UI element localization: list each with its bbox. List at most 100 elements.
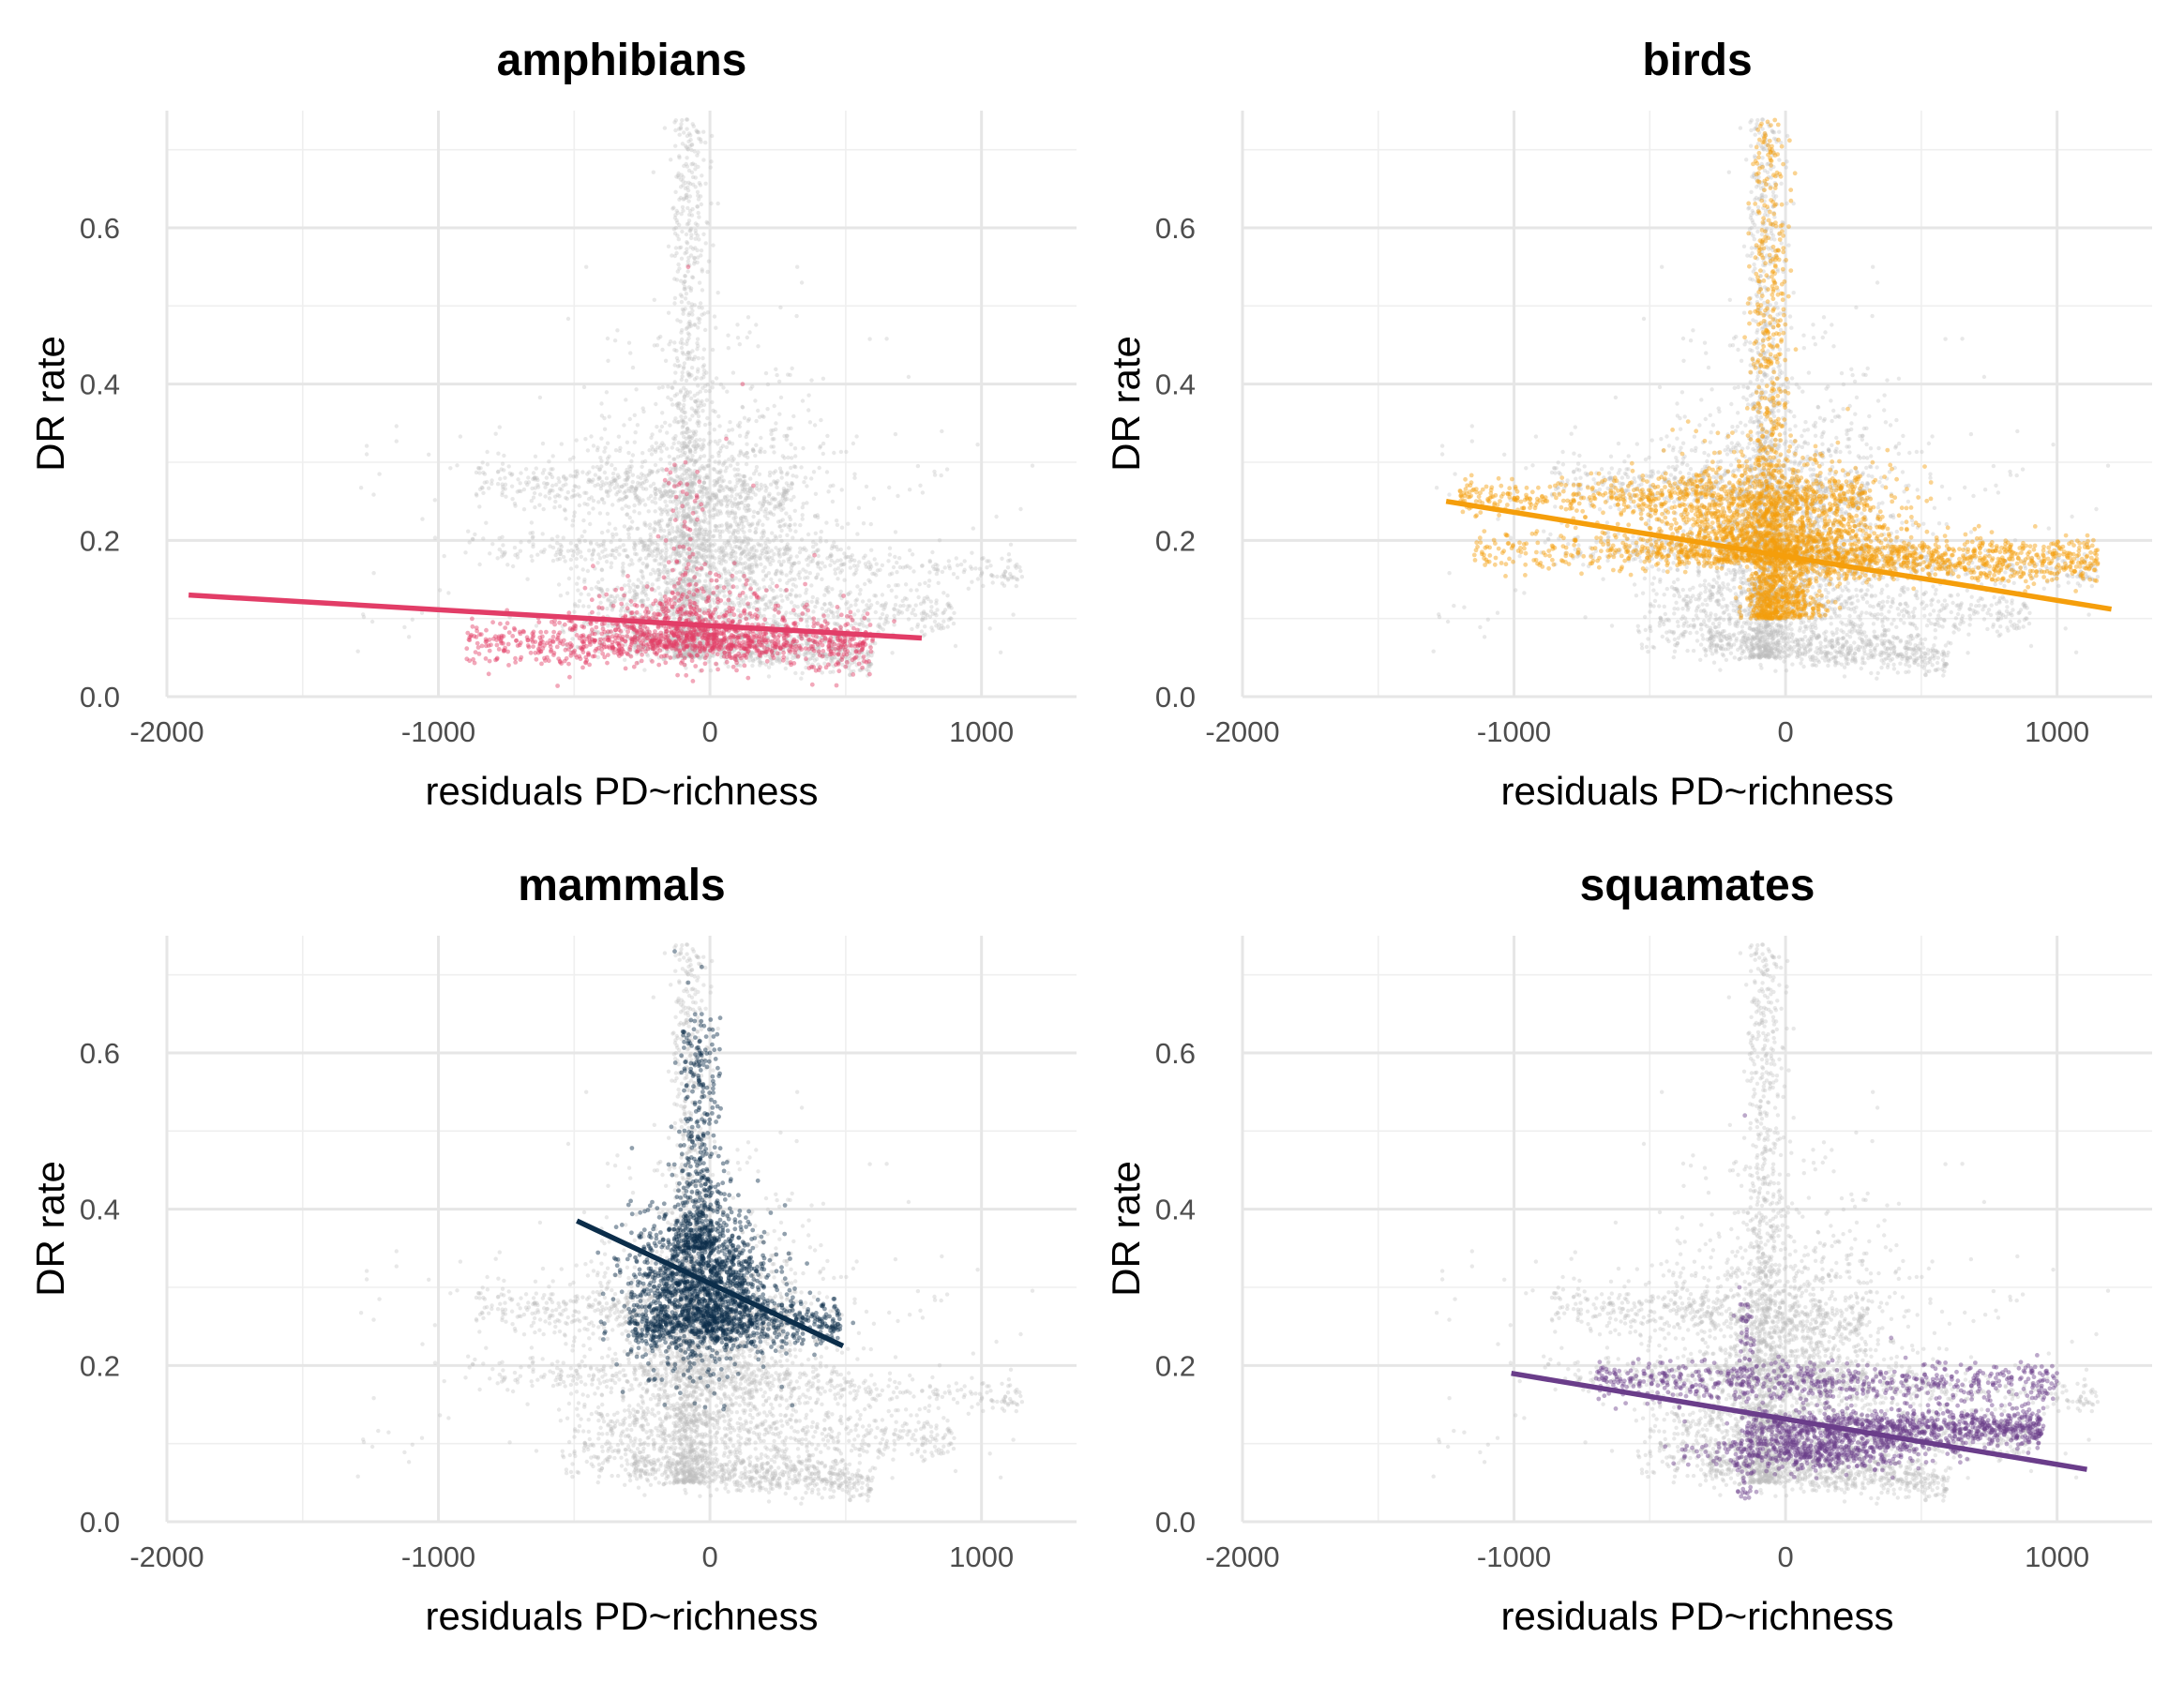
background-point — [675, 526, 679, 530]
background-point — [872, 497, 876, 501]
background-point — [598, 556, 602, 560]
background-point — [690, 454, 694, 458]
background-point — [743, 416, 746, 420]
background-point — [597, 475, 601, 479]
background-point — [730, 494, 733, 498]
background-point — [688, 447, 692, 451]
background-point — [727, 428, 731, 432]
background-point — [548, 472, 551, 475]
background-point — [940, 429, 943, 433]
background-point — [870, 572, 874, 576]
background-point — [649, 572, 653, 576]
background-point — [778, 306, 782, 309]
background-point — [728, 480, 731, 484]
background-point — [908, 548, 911, 552]
background-point — [778, 524, 782, 528]
background-point — [625, 482, 628, 486]
data-point — [551, 635, 556, 639]
background-point — [894, 530, 897, 533]
background-point — [698, 438, 701, 442]
background-point — [697, 321, 700, 324]
background-point — [718, 535, 722, 539]
background-point — [933, 611, 937, 615]
background-point — [791, 414, 795, 418]
background-point — [746, 315, 750, 319]
background-point — [721, 463, 725, 467]
background-point — [583, 539, 587, 543]
background-point — [571, 494, 575, 498]
background-point — [692, 440, 696, 443]
background-point — [921, 490, 925, 494]
background-point — [798, 523, 802, 527]
background-point — [985, 559, 988, 563]
background-point — [599, 459, 603, 463]
background-point — [733, 497, 737, 501]
background-point — [617, 552, 621, 556]
data-point — [475, 641, 480, 646]
background-point — [709, 202, 713, 205]
background-point — [693, 149, 697, 153]
background-point — [587, 605, 591, 609]
background-point — [810, 600, 814, 604]
background-point — [999, 651, 1002, 654]
background-point — [681, 341, 685, 345]
background-point — [569, 566, 573, 570]
background-point — [668, 423, 671, 427]
background-point — [724, 551, 728, 555]
background-point — [599, 543, 603, 547]
background-point — [754, 323, 758, 326]
background-point — [972, 526, 975, 530]
background-point — [631, 366, 635, 369]
background-point — [539, 549, 543, 553]
background-point — [602, 555, 606, 559]
background-point — [792, 464, 796, 468]
background-point — [863, 582, 866, 586]
background-point — [781, 494, 785, 498]
background-point — [657, 506, 661, 510]
background-point — [672, 348, 676, 352]
background-point — [814, 532, 818, 535]
background-point — [750, 664, 754, 668]
background-point — [557, 494, 561, 498]
background-point — [644, 556, 648, 560]
background-point — [995, 575, 999, 579]
background-point — [511, 564, 515, 568]
background-point — [710, 400, 714, 404]
background-point — [680, 212, 684, 216]
background-point — [630, 485, 634, 488]
background-point — [816, 516, 820, 519]
background-point — [683, 361, 686, 365]
background-point — [695, 347, 699, 351]
background-point — [640, 498, 644, 502]
background-point — [742, 516, 746, 519]
background-point — [679, 185, 683, 188]
background-point — [686, 199, 690, 203]
background-point — [672, 227, 676, 231]
background-point — [852, 572, 856, 576]
background-point — [715, 509, 719, 513]
background-point — [821, 607, 824, 610]
background-point — [682, 435, 685, 439]
background-point — [365, 452, 369, 456]
background-point — [696, 338, 700, 341]
background-point — [824, 539, 828, 543]
background-point — [635, 494, 639, 498]
background-point — [705, 398, 709, 402]
background-point — [631, 582, 635, 586]
background-point — [671, 530, 675, 533]
background-point — [606, 529, 610, 533]
background-point — [640, 460, 644, 464]
background-point — [791, 473, 794, 477]
background-point — [802, 480, 806, 484]
background-point — [725, 528, 729, 532]
background-point — [606, 337, 610, 340]
background-point — [684, 496, 687, 500]
background-point — [694, 539, 698, 543]
background-point — [1006, 565, 1010, 569]
background-point — [668, 455, 671, 458]
background-point — [580, 534, 584, 538]
background-point — [782, 560, 786, 564]
background-point — [738, 434, 742, 438]
background-point — [793, 522, 797, 526]
background-point — [1001, 581, 1004, 585]
